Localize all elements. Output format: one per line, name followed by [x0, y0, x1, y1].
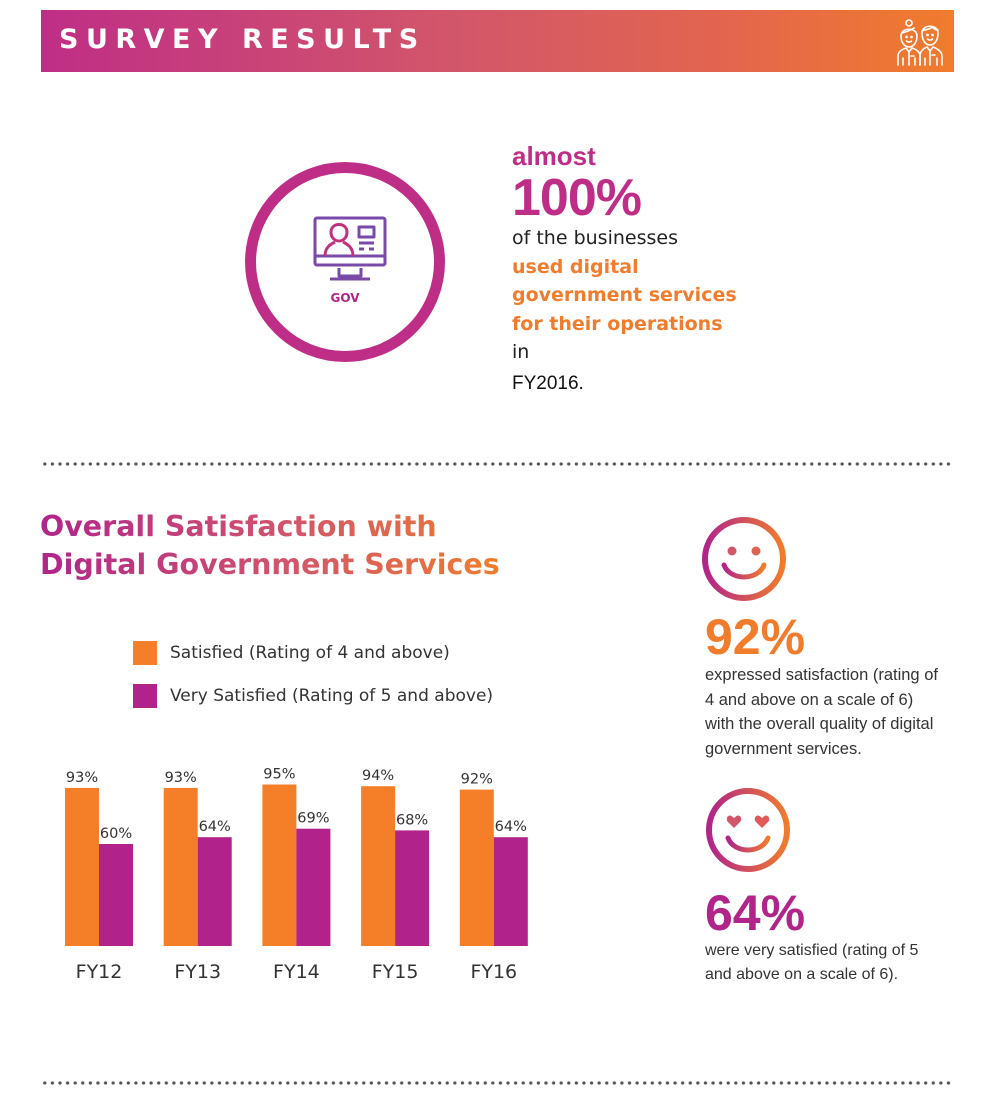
bar-very-satisfied-fy16 [493, 837, 528, 946]
satisfied-description: expressed satisfaction (rating of 4 and … [705, 666, 938, 758]
usage-line1: of the businesses [512, 227, 678, 249]
header-banner: SURVEY RESULTS [41, 10, 954, 72]
satisfied-percent: 92% [705, 609, 806, 665]
gov-circle: GOV [245, 162, 445, 362]
dotted-divider-bottom [41, 1081, 953, 1085]
heart-eyes-smiley-icon [706, 788, 790, 872]
label-very-satisfied-fy14: 69% [297, 811, 329, 827]
legend-swatch-satisfied [133, 641, 157, 665]
gov-label: GOV [330, 291, 360, 305]
bar-very-satisfied-fy14 [296, 828, 331, 946]
very-satisfied-description: were very satisfied (rating of 5 and abo… [705, 942, 919, 983]
people-icon [897, 19, 943, 66]
bar-satisfied-fy15 [361, 786, 396, 946]
legend-label-satisfied: Satisfied (Rating of 4 and above) [170, 643, 450, 663]
usage-stat: almost 100% of the businesses used digit… [512, 140, 742, 395]
category-label-fy16: FY16 [470, 961, 517, 983]
monitor-user-icon [313, 216, 387, 281]
label-satisfied-fy13: 93% [165, 770, 197, 786]
bar-satisfied-fy16 [459, 789, 494, 946]
usage-year: FY2016. [512, 372, 584, 394]
category-label-fy13: FY13 [174, 961, 221, 983]
label-satisfied-fy12: 93% [66, 770, 98, 786]
chart-legend: Satisfied (Rating of 4 and above) Very S… [133, 641, 493, 727]
label-satisfied-fy16: 92% [461, 772, 493, 788]
bar-satisfied-fy14 [262, 784, 297, 946]
satisfaction-bar-chart: 93% 60% FY12 93% 64% FY13 95% 69% FY14 94% 68% FY15… [65, 767, 528, 983]
chart-title-line1: Overall Satisfaction with [40, 510, 437, 543]
legend-item-very-satisfied: Very Satisfied (Rating of 5 and above) [133, 684, 493, 708]
usage-description: of the businesses used digital governmen… [512, 224, 742, 367]
bar-satisfied-fy12 [65, 787, 99, 946]
category-label-fy12: FY12 [76, 961, 123, 983]
smiley-icon [702, 517, 786, 601]
label-very-satisfied-fy12: 60% [100, 826, 132, 842]
dotted-divider [41, 462, 953, 466]
bar-satisfied-fy13 [163, 787, 198, 946]
chart-title-line2: Digital Government Services [40, 548, 500, 581]
page-title: SURVEY RESULTS [59, 24, 426, 55]
almost-label: almost [512, 141, 596, 171]
label-satisfied-fy14: 95% [263, 767, 295, 783]
chart-title: Overall Satisfaction with Digital Govern… [40, 508, 500, 584]
legend-swatch-very-satisfied [133, 684, 157, 708]
label-very-satisfied-fy13: 64% [199, 819, 231, 835]
category-label-fy14: FY14 [273, 961, 320, 983]
label-very-satisfied-fy16: 64% [495, 819, 527, 835]
category-label-fy15: FY15 [372, 961, 419, 983]
bar-very-satisfied-fy12 [99, 844, 133, 946]
bar-very-satisfied-fy13 [197, 837, 232, 946]
legend-label-very-satisfied: Very Satisfied (Rating of 5 and above) [170, 686, 494, 706]
usage-percent: 100% [512, 169, 642, 227]
legend-item-satisfied: Satisfied (Rating of 4 and above) [133, 641, 493, 665]
usage-after-highlight: in [512, 341, 530, 363]
label-satisfied-fy15: 94% [362, 768, 394, 784]
very-satisfied-percent: 64% [705, 885, 806, 941]
usage-highlight: used digital government services for the… [512, 255, 737, 335]
bar-very-satisfied-fy15 [395, 830, 430, 946]
label-very-satisfied-fy15: 68% [396, 812, 428, 828]
